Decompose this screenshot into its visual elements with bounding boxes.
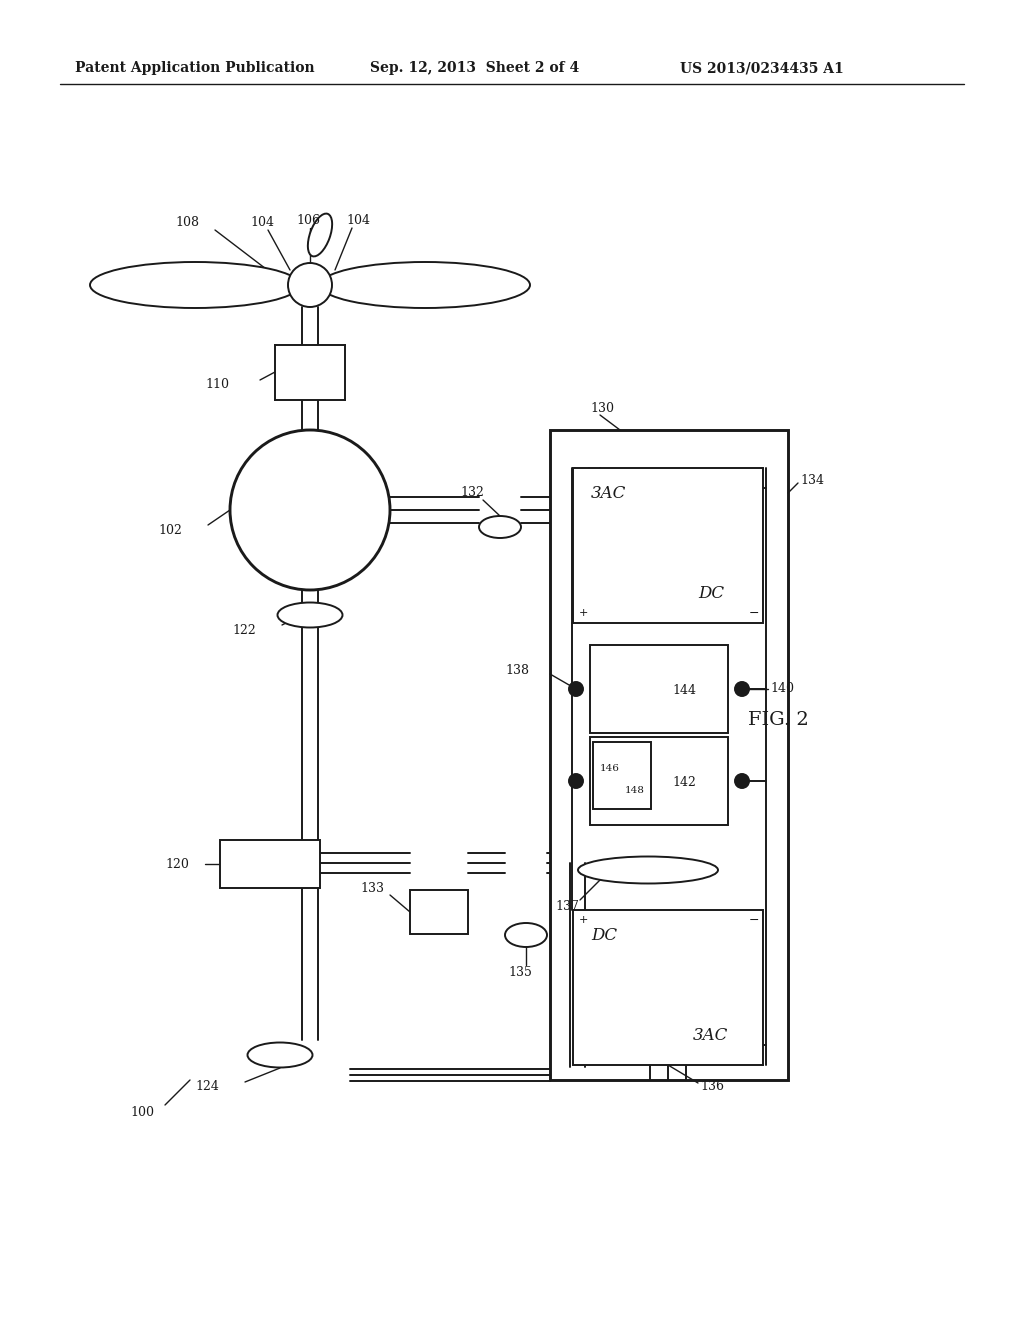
Text: 148: 148 bbox=[625, 785, 645, 795]
Ellipse shape bbox=[90, 261, 300, 308]
Text: DC: DC bbox=[698, 585, 724, 602]
Text: 108: 108 bbox=[175, 216, 199, 230]
Ellipse shape bbox=[278, 602, 342, 627]
Text: 130: 130 bbox=[590, 401, 614, 414]
Text: 134: 134 bbox=[800, 474, 824, 487]
Bar bbox=[590, 737, 728, 825]
Bar bbox=[593, 742, 651, 809]
Text: 133: 133 bbox=[360, 882, 384, 895]
Bar bbox=[590, 645, 728, 733]
Bar bbox=[275, 345, 345, 400]
Circle shape bbox=[288, 263, 332, 308]
Text: +: + bbox=[579, 915, 589, 925]
Text: 120: 120 bbox=[165, 858, 188, 870]
Text: 104: 104 bbox=[250, 215, 274, 228]
Text: 100: 100 bbox=[130, 1106, 154, 1118]
Text: 102: 102 bbox=[158, 524, 182, 536]
Circle shape bbox=[735, 774, 749, 788]
Circle shape bbox=[735, 682, 749, 696]
Ellipse shape bbox=[319, 261, 530, 308]
Text: 136: 136 bbox=[700, 1081, 724, 1093]
Text: 110: 110 bbox=[205, 378, 229, 391]
Bar bbox=[220, 840, 319, 888]
Text: Sep. 12, 2013  Sheet 2 of 4: Sep. 12, 2013 Sheet 2 of 4 bbox=[370, 61, 580, 75]
Text: US 2013/0234435 A1: US 2013/0234435 A1 bbox=[680, 61, 844, 75]
Circle shape bbox=[569, 682, 583, 696]
Bar bbox=[410, 890, 468, 935]
Circle shape bbox=[569, 774, 583, 788]
Ellipse shape bbox=[578, 857, 718, 883]
Text: 106: 106 bbox=[296, 214, 319, 227]
Text: −: − bbox=[749, 913, 760, 927]
Text: 132: 132 bbox=[460, 487, 484, 499]
Bar bbox=[573, 909, 763, 1065]
Ellipse shape bbox=[505, 923, 547, 946]
Text: +: + bbox=[579, 609, 589, 618]
Text: 135: 135 bbox=[508, 965, 531, 978]
Text: 138: 138 bbox=[505, 664, 529, 677]
Text: 144: 144 bbox=[673, 684, 696, 697]
Ellipse shape bbox=[479, 516, 521, 539]
Ellipse shape bbox=[248, 1043, 312, 1068]
Bar bbox=[550, 430, 788, 1080]
Text: DC: DC bbox=[591, 927, 617, 944]
Text: 3AC: 3AC bbox=[693, 1027, 728, 1044]
Text: 142: 142 bbox=[673, 776, 696, 789]
Text: 140: 140 bbox=[770, 682, 794, 696]
Text: 122: 122 bbox=[232, 623, 256, 636]
Text: 137: 137 bbox=[555, 900, 579, 913]
Text: Patent Application Publication: Patent Application Publication bbox=[75, 61, 314, 75]
Text: 124: 124 bbox=[195, 1081, 219, 1093]
Text: 3AC: 3AC bbox=[591, 484, 627, 502]
Text: 146: 146 bbox=[600, 764, 620, 774]
Text: −: − bbox=[749, 606, 760, 619]
Text: FIG. 2: FIG. 2 bbox=[748, 711, 809, 729]
Bar bbox=[573, 469, 763, 623]
Ellipse shape bbox=[308, 214, 332, 256]
Text: 104: 104 bbox=[346, 214, 370, 227]
Circle shape bbox=[230, 430, 390, 590]
